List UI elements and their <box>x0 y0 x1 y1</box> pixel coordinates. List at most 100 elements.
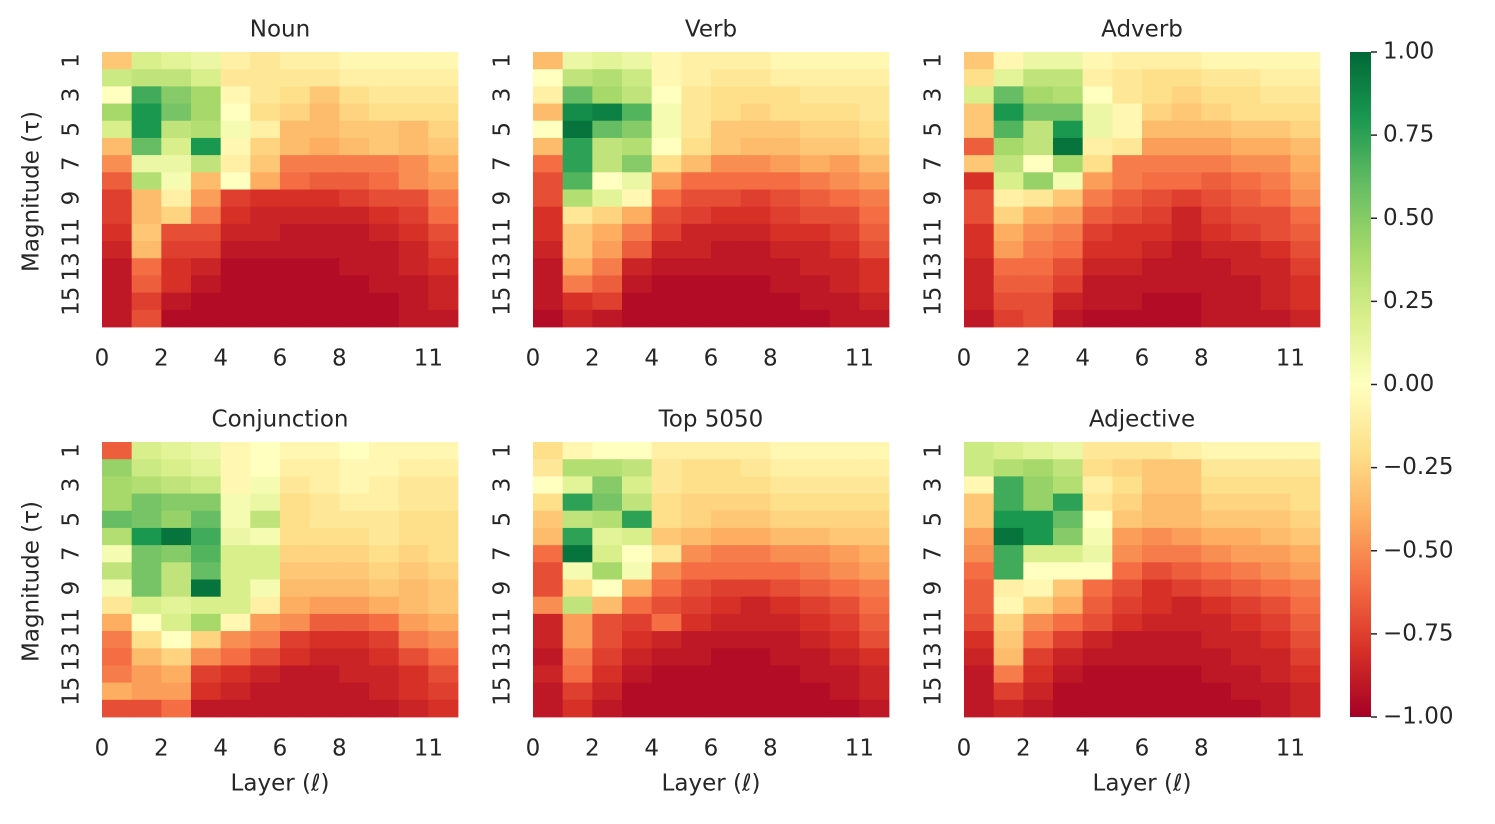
heatmap-cell <box>651 309 682 328</box>
heatmap-cell <box>829 699 860 718</box>
heatmap-cell <box>161 631 192 649</box>
heatmap-cell <box>1112 189 1143 208</box>
heatmap-cell <box>622 579 653 598</box>
y-tick-label: 11 <box>921 608 947 637</box>
heatmap-cell <box>859 309 890 328</box>
heatmap-cell <box>280 459 311 477</box>
heatmap-cell <box>102 137 133 156</box>
heatmap-cell <box>964 206 995 225</box>
heatmap-cell <box>1142 155 1173 173</box>
heatmap-cell <box>161 309 192 328</box>
heatmap-cell <box>1231 52 1262 70</box>
heatmap-cell <box>681 596 712 615</box>
heatmap-cell <box>681 309 712 328</box>
heatmap-cell <box>1082 137 1113 156</box>
y-tick-label: 7 <box>59 546 85 561</box>
heatmap-cell <box>1171 120 1202 139</box>
heatmap-cell <box>398 545 429 563</box>
heatmap-cell <box>1260 137 1291 156</box>
heatmap-cell <box>1082 275 1113 294</box>
heatmap-cell <box>770 172 801 190</box>
heatmap-cell <box>220 613 251 632</box>
heatmap-cell <box>1112 86 1143 104</box>
heatmap-cell <box>280 172 311 190</box>
x-tick-label: 0 <box>526 346 541 372</box>
y-tick-label: 1 <box>59 53 85 68</box>
heatmap-cell <box>1260 189 1291 208</box>
heatmap-cell <box>622 459 653 477</box>
heatmap-cell <box>220 442 251 460</box>
heatmap-cell <box>1201 69 1232 87</box>
heatmap-cell <box>1201 596 1232 615</box>
heatmap-cell <box>859 52 890 70</box>
heatmap-cell <box>1231 172 1262 190</box>
heatmap-cell <box>369 596 400 615</box>
heatmap-cell <box>428 579 459 598</box>
heatmap-cell <box>250 258 281 276</box>
heatmap-cell <box>711 155 742 173</box>
heatmap-cell <box>562 631 593 649</box>
heatmap-cell <box>592 69 623 87</box>
heatmap-cell <box>309 596 340 615</box>
heatmap-cell <box>220 69 251 87</box>
heatmap-cell <box>859 103 890 122</box>
heatmap-cell <box>220 309 251 328</box>
heatmap-cell <box>1053 223 1084 242</box>
x-tick-label: 11 <box>1276 736 1305 762</box>
heatmap-cell <box>250 206 281 225</box>
heatmap-cell <box>280 155 311 173</box>
heatmap-cell <box>651 665 682 684</box>
heatmap-cell <box>533 579 564 598</box>
heatmap-cell <box>102 155 133 173</box>
heatmap-cell <box>859 292 890 311</box>
heatmap-cell <box>1201 103 1232 122</box>
heatmap-cell <box>1112 613 1143 632</box>
heatmap-cell <box>161 86 192 104</box>
heatmap-cell <box>533 172 564 190</box>
heatmap-cell <box>859 120 890 139</box>
heatmap-cell <box>161 476 192 494</box>
heatmap-cell <box>280 86 311 104</box>
heatmap-cell <box>280 665 311 684</box>
heatmap-cell <box>1201 579 1232 598</box>
heatmap-cell <box>1231 155 1262 173</box>
colorbar-tick-label: −0.25 <box>1383 454 1453 480</box>
heatmap-cell <box>622 562 653 580</box>
heatmap-cell <box>993 258 1024 276</box>
heatmap-cell <box>1231 527 1262 546</box>
heatmap-cell <box>428 86 459 104</box>
heatmap-cell <box>161 223 192 242</box>
heatmap-cell <box>398 137 429 156</box>
heatmap-cell <box>740 665 771 684</box>
heatmap-cell <box>1231 275 1262 294</box>
heatmap-cell <box>964 493 995 512</box>
heatmap-cell <box>562 442 593 460</box>
heatmap-cell <box>622 69 653 87</box>
heatmap-cell <box>1082 545 1113 563</box>
heatmap-cell <box>1290 527 1321 546</box>
heatmap-cell <box>829 172 860 190</box>
heatmap-cell <box>280 493 311 512</box>
x-tick-label: 8 <box>1194 736 1209 762</box>
heatmap-cell <box>859 631 890 649</box>
heatmap-cell <box>131 172 162 190</box>
heatmap-cell <box>770 613 801 632</box>
heatmap-cell <box>711 241 742 259</box>
x-tick-label: 0 <box>95 736 110 762</box>
heatmap-cell <box>339 579 370 598</box>
heatmap-cell <box>1171 613 1202 632</box>
heatmap-cell <box>1053 682 1084 701</box>
x-tick-label: 11 <box>414 736 443 762</box>
heatmap-cell <box>131 459 162 477</box>
heatmap-cell <box>1231 510 1262 529</box>
heatmap-cell <box>1290 665 1321 684</box>
heatmap-cell <box>161 258 192 276</box>
heatmap-cell <box>102 442 133 460</box>
heatmap-cell <box>533 527 564 546</box>
heatmap-cell <box>1023 120 1054 139</box>
heatmap-cell <box>993 442 1024 460</box>
heatmap-cell <box>711 442 742 460</box>
heatmap-cell <box>250 562 281 580</box>
heatmap-cell <box>250 545 281 563</box>
heatmap-cell <box>681 155 712 173</box>
